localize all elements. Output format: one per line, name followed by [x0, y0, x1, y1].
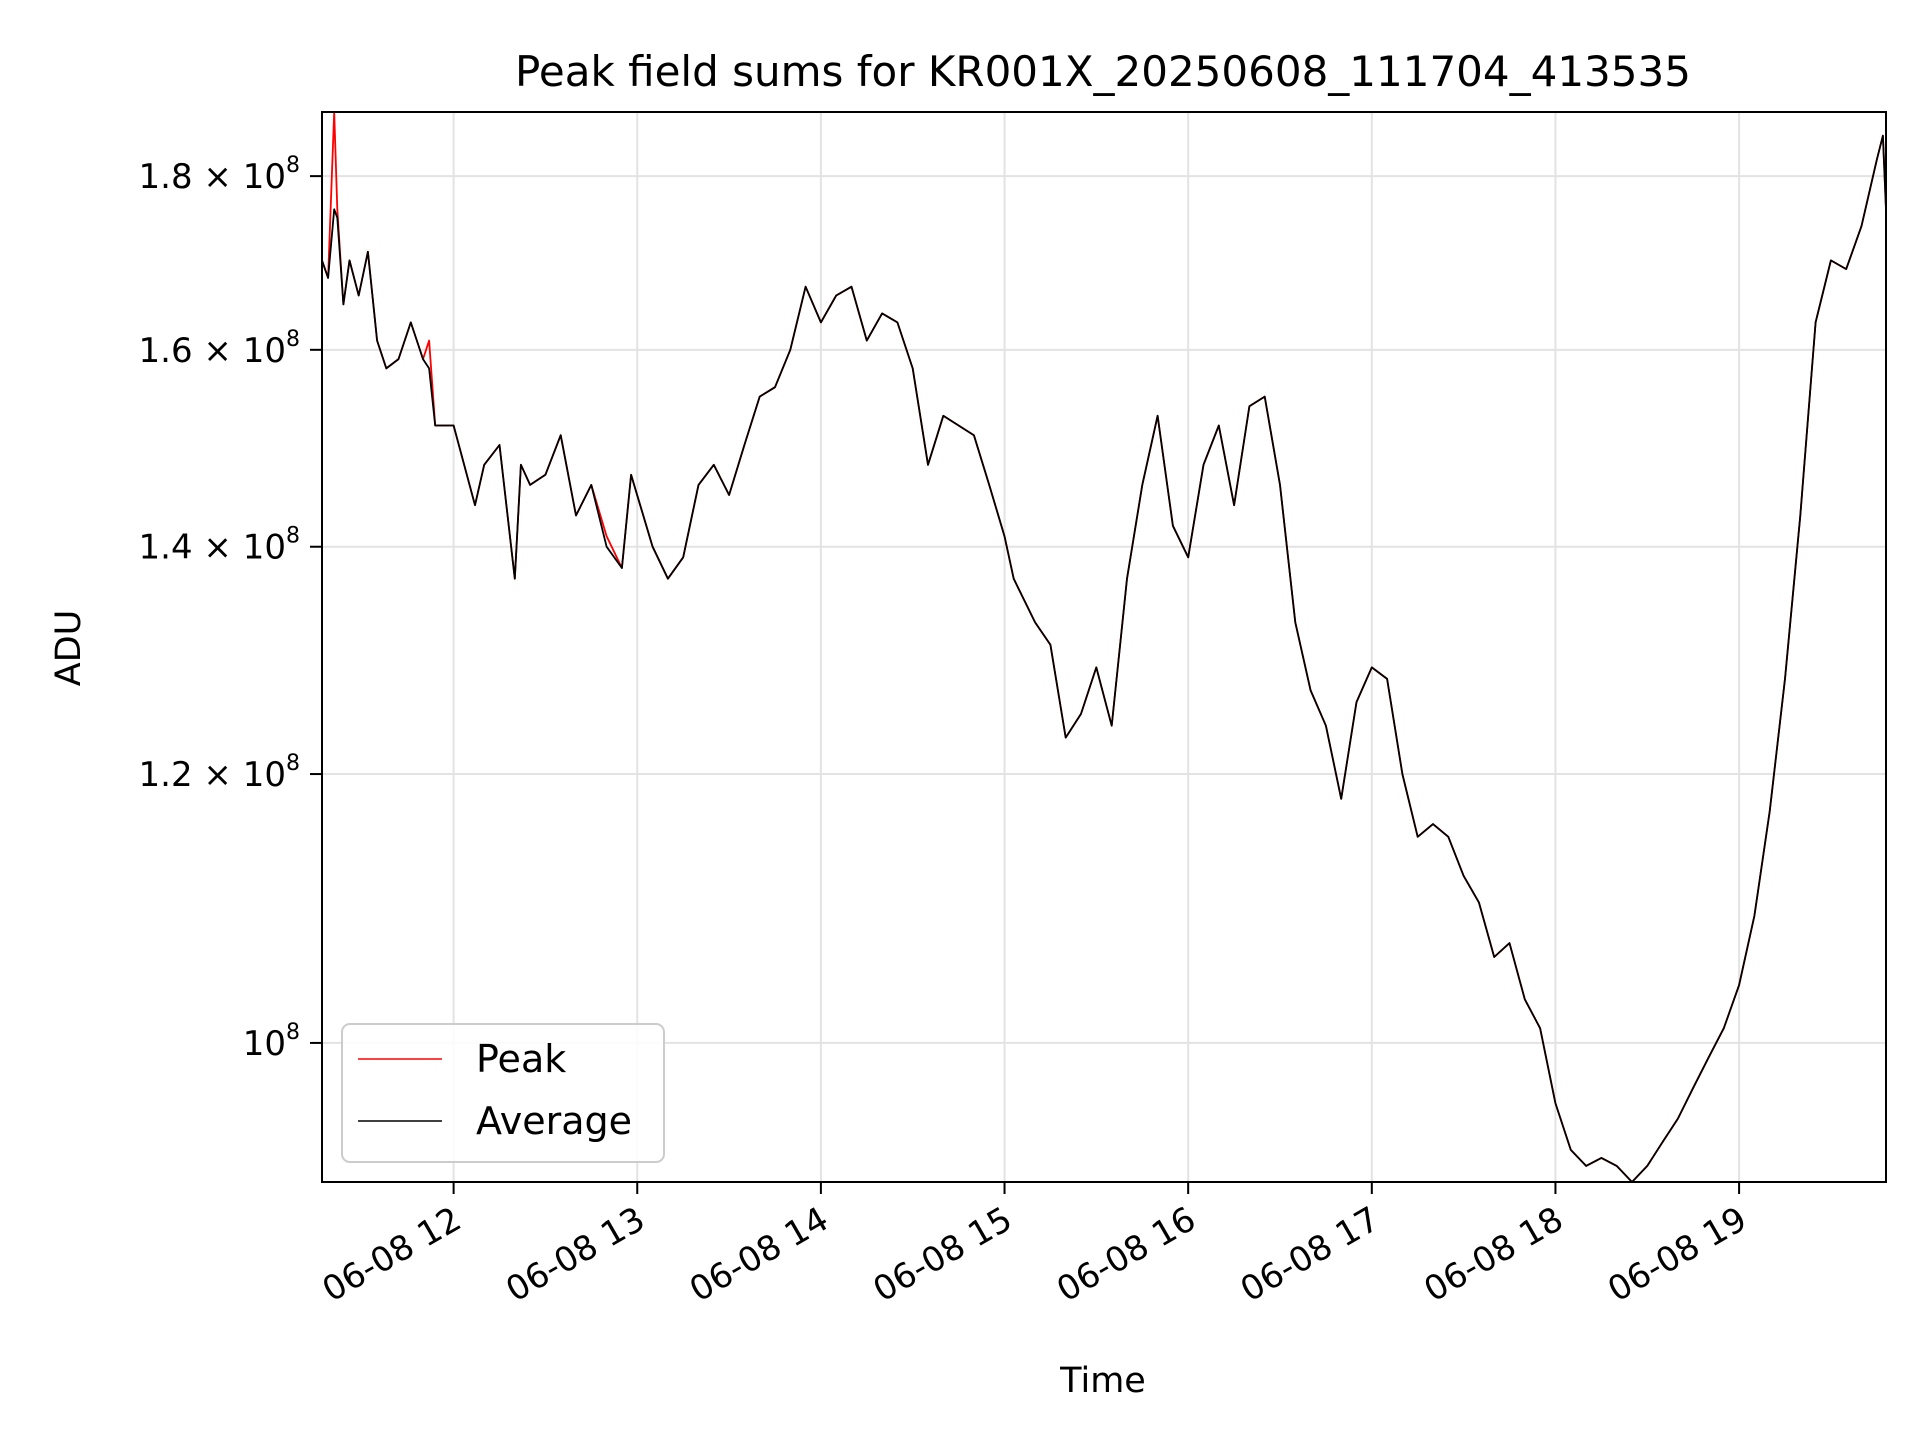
y-tick-label: 1.8 × 108 [139, 153, 300, 197]
y-tick-label: 1.4 × 108 [139, 524, 300, 568]
x-axis-label: Time [1059, 1361, 1146, 1401]
y-tick-label: 1.2 × 108 [139, 751, 300, 795]
gridlines [322, 112, 1886, 1182]
chart-title: Peak field sums for KR001X_20250608_1117… [515, 47, 1691, 96]
y-axis: 1.8 × 108 1.6 × 108 1.4 × 108 1.2 × 108 108 [139, 153, 322, 1064]
series-line-average [321, 134, 1887, 1183]
legend-average-label: Average [476, 1099, 632, 1143]
plot-frame [321, 111, 1887, 1183]
y-tick-label: 1.6 × 108 [139, 327, 300, 371]
legend: Peak Average [341, 1023, 665, 1163]
y-tick-label: 108 [243, 1020, 300, 1064]
y-axis-label: ADU [49, 610, 89, 687]
legend-peak-label: Peak [476, 1037, 566, 1081]
series-layer [321, 111, 1887, 1183]
